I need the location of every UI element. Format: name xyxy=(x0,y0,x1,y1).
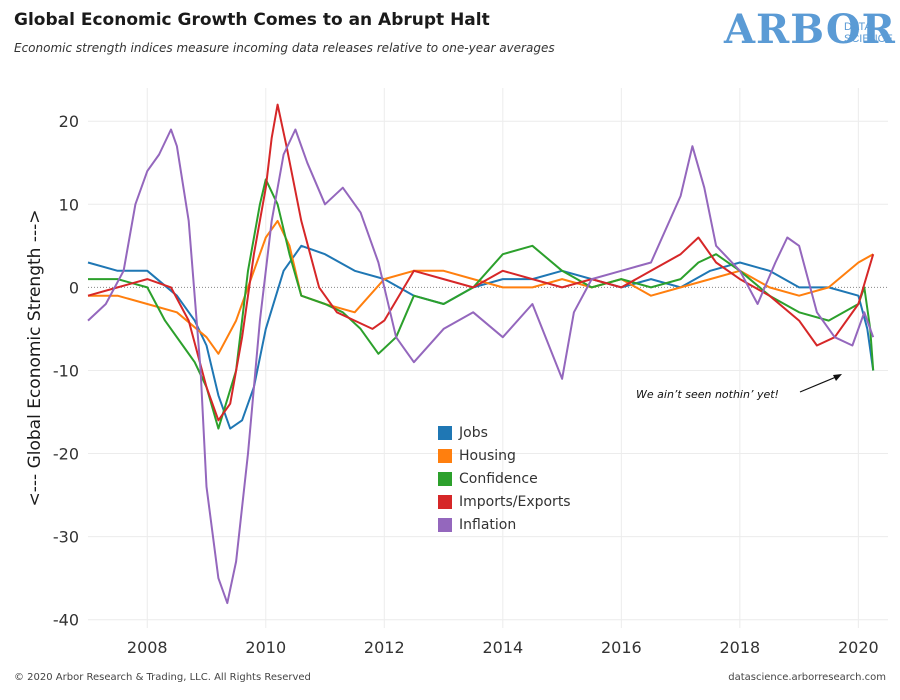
chart-title: Global Economic Growth Comes to an Abrup… xyxy=(14,10,490,30)
series-line-imports-exports xyxy=(87,103,875,422)
legend-item: Housing xyxy=(438,444,571,467)
legend-swatch xyxy=(438,448,452,463)
chart-legend: Jobs Housing Confidence Imports/Exports Infl… xyxy=(438,421,571,536)
chart-annotation: We ain’t seen nothin’ yet! xyxy=(636,388,779,401)
y-tick-label: 0 xyxy=(69,278,79,297)
logo-sub-line1: DATA xyxy=(844,21,872,33)
copyright-text: © 2020 Arbor Research & Trading, LLC. Al… xyxy=(14,672,311,683)
annotation-arrow-head xyxy=(833,374,842,381)
x-tick-label: 2010 xyxy=(245,638,286,657)
series-line-housing xyxy=(88,219,874,355)
x-tick-label: 2016 xyxy=(601,638,642,657)
legend-swatch xyxy=(438,471,452,486)
legend-swatch xyxy=(438,494,452,509)
annotation-layer xyxy=(799,374,842,393)
y-tick-label: 20 xyxy=(59,112,79,131)
legend-item: Imports/Exports xyxy=(438,490,571,513)
x-tick-label: 2020 xyxy=(838,638,879,657)
logo-word: ARBOR xyxy=(724,6,896,53)
legend-item: Confidence xyxy=(438,467,571,490)
legend-label: Housing xyxy=(459,447,516,464)
grid-layer xyxy=(88,88,888,628)
series-line-inflation xyxy=(87,128,875,605)
series-layer xyxy=(87,103,875,605)
legend-item: Jobs xyxy=(438,421,571,444)
legend-label: Confidence xyxy=(459,470,538,487)
arbor-logo: ARBOR DATA SCIENCE xyxy=(724,6,896,53)
legend-label: Jobs xyxy=(459,424,488,441)
y-tick-label: -20 xyxy=(53,445,79,464)
y-axis-label: <--- Global Economic Strength ---> xyxy=(25,210,45,507)
x-tick-label: 2014 xyxy=(482,638,523,657)
legend-item: Inflation xyxy=(438,513,571,536)
y-tick-label: -30 xyxy=(53,528,79,547)
y-tick-label: 10 xyxy=(59,195,79,214)
y-tick-label: -40 xyxy=(53,611,79,630)
legend-label: Imports/Exports xyxy=(459,493,571,510)
legend-swatch xyxy=(438,517,452,532)
y-tick-label: -10 xyxy=(53,361,79,380)
legend-swatch xyxy=(438,425,452,440)
logo-subtext: DATA SCIENCE xyxy=(844,21,893,45)
series-line-confidence xyxy=(88,178,875,430)
source-url: datascience.arborresearch.com xyxy=(728,672,886,683)
x-tick-label: 2018 xyxy=(719,638,760,657)
legend-label: Inflation xyxy=(459,516,517,533)
x-tick-label: 2012 xyxy=(364,638,405,657)
chart-subtitle: Economic strength indices measure incomi… xyxy=(14,41,555,55)
x-tick-label: 2008 xyxy=(127,638,168,657)
annotation-arrow-line xyxy=(799,376,837,393)
logo-sub-line2: SCIENCE xyxy=(844,33,893,45)
